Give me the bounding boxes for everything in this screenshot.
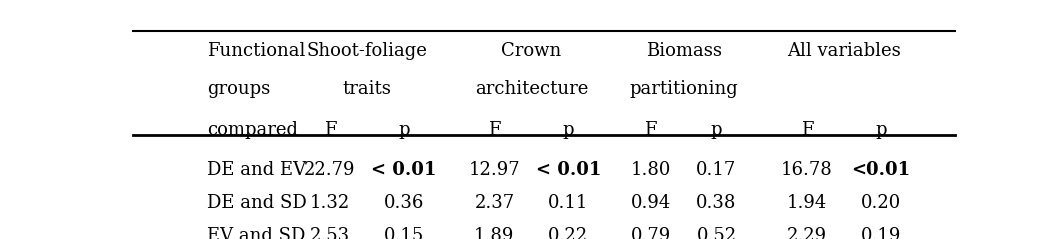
Text: 0.36: 0.36 xyxy=(384,194,424,212)
Text: partitioning: partitioning xyxy=(629,80,737,98)
Text: 0.11: 0.11 xyxy=(549,194,589,212)
Text: 2.29: 2.29 xyxy=(787,228,827,239)
Text: p: p xyxy=(398,121,410,139)
Text: 0.52: 0.52 xyxy=(696,228,736,239)
Text: < 0.01: < 0.01 xyxy=(536,161,602,179)
Text: Crown: Crown xyxy=(501,42,561,60)
Text: 0.94: 0.94 xyxy=(630,194,671,212)
Text: 0.17: 0.17 xyxy=(696,161,736,179)
Text: DE and EV: DE and EV xyxy=(207,161,306,179)
Text: <0.01: <0.01 xyxy=(851,161,910,179)
Text: compared: compared xyxy=(207,121,298,139)
Text: F: F xyxy=(644,121,657,139)
Text: 16.78: 16.78 xyxy=(781,161,833,179)
Text: 22.79: 22.79 xyxy=(305,161,355,179)
Text: p: p xyxy=(875,121,887,139)
Text: architecture: architecture xyxy=(474,80,588,98)
Text: EV and SD: EV and SD xyxy=(207,228,305,239)
Text: F: F xyxy=(488,121,501,139)
Text: 1.32: 1.32 xyxy=(310,194,350,212)
Text: 1.89: 1.89 xyxy=(474,228,515,239)
Text: Functional: Functional xyxy=(207,42,305,60)
Text: 12.97: 12.97 xyxy=(469,161,520,179)
Text: All variables: All variables xyxy=(787,42,901,60)
Text: 1.80: 1.80 xyxy=(630,161,671,179)
Text: DE and SD: DE and SD xyxy=(207,194,307,212)
Text: < 0.01: < 0.01 xyxy=(371,161,437,179)
Text: p: p xyxy=(711,121,723,139)
Text: 0.20: 0.20 xyxy=(860,194,901,212)
Text: Biomass: Biomass xyxy=(645,42,721,60)
Text: F: F xyxy=(801,121,813,139)
Text: 1.94: 1.94 xyxy=(787,194,827,212)
Text: F: F xyxy=(324,121,336,139)
Text: 2.37: 2.37 xyxy=(474,194,515,212)
Text: groups: groups xyxy=(207,80,269,98)
Text: Shoot-foliage: Shoot-foliage xyxy=(307,42,428,60)
Text: 0.79: 0.79 xyxy=(630,228,671,239)
Text: 0.15: 0.15 xyxy=(384,228,424,239)
Text: p: p xyxy=(562,121,574,139)
Text: 0.22: 0.22 xyxy=(549,228,589,239)
Text: traits: traits xyxy=(343,80,392,98)
Text: 2.53: 2.53 xyxy=(310,228,350,239)
Text: 0.38: 0.38 xyxy=(696,194,736,212)
Text: 0.19: 0.19 xyxy=(860,228,901,239)
